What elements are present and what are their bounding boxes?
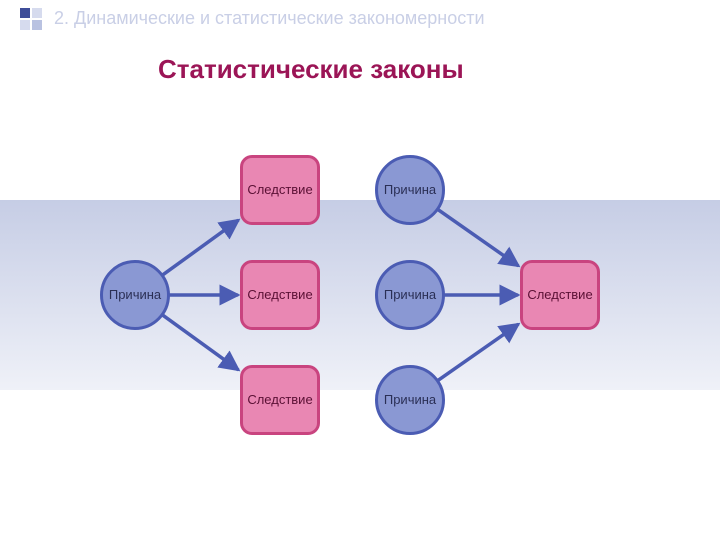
cause-label: Причина	[384, 393, 436, 407]
node-c3: Причина	[375, 365, 445, 435]
node-e2: Следствие	[240, 260, 320, 330]
node-e1: Следствие	[240, 155, 320, 225]
effect-label: Следствие	[247, 288, 312, 302]
effect-label: Следствие	[247, 183, 312, 197]
cause-label: Причина	[109, 288, 161, 302]
cause-label: Причина	[384, 288, 436, 302]
node-c0: Причина	[100, 260, 170, 330]
node-c1: Причина	[375, 155, 445, 225]
diagram: Причина Следствие Следствие Следствие Причин…	[0, 0, 720, 540]
node-eR: Следствие	[520, 260, 600, 330]
effect-label: Следствие	[247, 393, 312, 407]
node-c2: Причина	[375, 260, 445, 330]
node-e3: Следствие	[240, 365, 320, 435]
effect-label: Следствие	[527, 288, 592, 302]
cause-label: Причина	[384, 183, 436, 197]
slide: { "header": { "subtitle": "2. Динамическ…	[0, 0, 720, 540]
